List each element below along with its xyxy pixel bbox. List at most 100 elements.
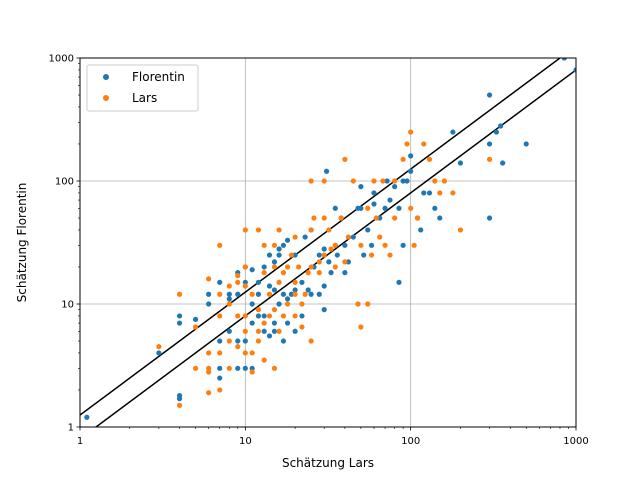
data-point-florentin: [371, 201, 377, 207]
data-point-florentin: [266, 333, 273, 339]
data-point-florentin: [292, 252, 298, 258]
legend-label-lars: Lars: [132, 91, 157, 105]
data-point-florentin: [326, 259, 332, 265]
data-point-florentin: [493, 129, 499, 135]
data-point-lars: [457, 227, 464, 233]
data-point-lars: [206, 350, 212, 356]
data-point-florentin: [371, 190, 377, 196]
data-point-lars: [411, 242, 417, 248]
data-point-florentin: [156, 350, 162, 356]
data-point-florentin: [321, 283, 327, 289]
y-tick-label: 1: [68, 423, 74, 434]
data-point-lars: [206, 369, 212, 375]
data-point-florentin: [261, 313, 267, 319]
data-point-lars: [288, 252, 295, 258]
data-point-lars: [276, 279, 282, 285]
data-point-lars: [235, 344, 241, 350]
data-point-lars: [321, 215, 327, 221]
data-point-florentin: [235, 365, 241, 371]
data-point-lars: [450, 190, 456, 196]
data-point-florentin: [242, 365, 248, 371]
data-point-lars: [192, 324, 199, 330]
data-point-florentin: [280, 242, 287, 248]
data-point-florentin: [280, 291, 287, 297]
data-point-lars: [266, 313, 273, 319]
data-point-lars: [292, 291, 298, 297]
data-point-lars: [235, 313, 241, 319]
data-point-florentin: [288, 291, 295, 297]
data-point-lars: [176, 291, 183, 297]
data-point-lars: [261, 320, 267, 326]
data-point-florentin: [276, 301, 282, 307]
data-point-florentin: [308, 291, 314, 297]
data-point-lars: [355, 301, 361, 307]
data-point-lars: [284, 301, 291, 307]
data-point-florentin: [226, 291, 232, 297]
data-point-lars: [365, 205, 371, 211]
data-point-florentin: [284, 237, 291, 243]
data-point-florentin: [276, 252, 282, 258]
data-point-florentin: [271, 328, 278, 334]
data-point-florentin: [323, 168, 330, 174]
data-point-florentin: [523, 141, 529, 147]
data-point-lars: [217, 387, 223, 393]
data-point-florentin: [176, 393, 183, 399]
data-point-lars: [426, 156, 433, 162]
data-point-lars: [321, 252, 327, 258]
data-point-lars: [377, 234, 383, 240]
data-point-florentin: [271, 287, 278, 293]
legend-box: [86, 64, 199, 112]
data-point-florentin: [249, 301, 255, 307]
data-point-florentin: [396, 279, 402, 285]
data-point-florentin: [332, 205, 338, 211]
data-point-florentin: [361, 252, 367, 258]
data-point-lars: [299, 301, 305, 307]
data-point-lars: [316, 259, 322, 265]
axis-ticks: 1 10 100 1000 1 10 100 1000: [49, 54, 589, 448]
data-point-florentin: [235, 291, 241, 297]
data-point-florentin: [316, 291, 322, 297]
legend-marker-florentin: [103, 74, 109, 80]
data-point-lars: [308, 338, 314, 344]
data-point-florentin: [328, 270, 334, 276]
x-tick-label: 10: [239, 436, 252, 447]
data-point-lars: [271, 307, 278, 313]
data-point-lars: [242, 313, 248, 319]
x-axis-label: Schätzung Lars: [282, 456, 374, 470]
legend-label-florentin: Florentin: [132, 70, 185, 84]
data-point-lars: [226, 365, 232, 371]
data-point-lars: [255, 227, 262, 233]
data-point-lars: [373, 215, 379, 221]
data-point-lars: [305, 270, 311, 276]
data-point-lars: [382, 242, 388, 248]
data-point-florentin: [573, 67, 576, 73]
data-point-lars: [404, 141, 410, 147]
data-point-florentin: [486, 92, 493, 98]
data-point-lars: [271, 242, 278, 248]
data-point-lars: [358, 242, 364, 248]
data-point-florentin: [437, 215, 443, 221]
data-point-lars: [261, 270, 267, 276]
data-point-lars: [235, 273, 241, 279]
data-point-florentin: [350, 234, 356, 240]
data-point-lars: [266, 291, 273, 297]
data-point-lars: [371, 178, 377, 184]
data-point-lars: [368, 252, 375, 258]
data-point-florentin: [316, 252, 322, 258]
data-point-lars: [235, 279, 241, 285]
data-point-florentin: [242, 279, 248, 285]
data-point-florentin: [400, 242, 406, 248]
data-point-florentin: [365, 227, 371, 233]
data-point-florentin: [235, 338, 241, 344]
data-point-lars: [249, 291, 255, 297]
data-point-florentin: [358, 205, 364, 211]
data-point-florentin: [206, 301, 212, 307]
data-point-florentin: [299, 313, 305, 319]
data-point-florentin: [342, 270, 348, 276]
data-point-florentin: [84, 414, 90, 420]
data-point-florentin: [561, 58, 567, 61]
data-point-lars: [284, 264, 291, 270]
data-point-florentin: [396, 205, 402, 211]
data-point-lars: [332, 264, 338, 270]
